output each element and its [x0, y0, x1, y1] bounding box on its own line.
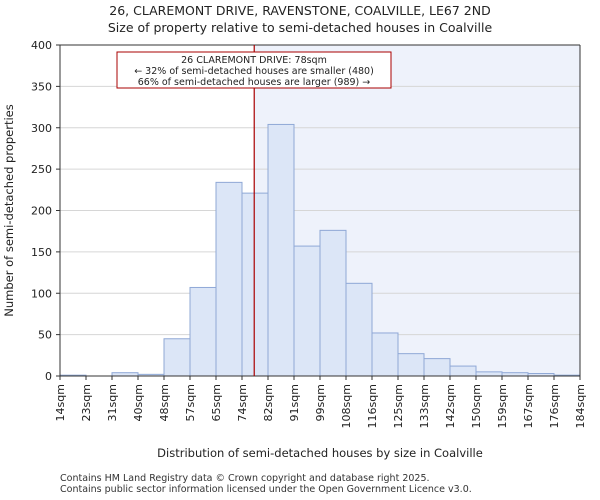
annotation-line-1: 26 CLAREMONT DRIVE: 78sqm: [181, 55, 327, 66]
y-tick-label: 150: [31, 246, 52, 259]
annotation-line-2: ← 32% of semi-detached houses are smalle…: [134, 66, 374, 77]
footer-line-2: Contains public sector information licen…: [60, 484, 472, 495]
x-tick-label: 125sqm: [392, 384, 405, 428]
y-tick-label: 100: [31, 287, 52, 300]
histogram-bar: [371, 332, 399, 377]
histogram-bar: [449, 365, 477, 377]
x-tick-label: 82sqm: [262, 384, 275, 421]
histogram-bar: [423, 358, 451, 377]
x-tick-label: 74sqm: [236, 384, 249, 421]
x-tick-label: 91sqm: [288, 384, 301, 421]
histogram-bar: [241, 192, 269, 377]
y-tick-label: 200: [31, 205, 52, 218]
x-tick-label: 65sqm: [210, 384, 223, 421]
y-tick-label: 400: [31, 39, 52, 52]
histogram-bar: [267, 123, 295, 377]
footer-line-1: Contains HM Land Registry data © Crown c…: [60, 473, 430, 484]
x-tick-label: 14sqm: [54, 384, 67, 421]
y-tick-label: 350: [31, 80, 52, 93]
chart-subtitle: Size of property relative to semi-detach…: [107, 20, 493, 35]
x-tick-label: 133sqm: [418, 384, 431, 428]
annotation-line-3: 66% of semi-detached houses are larger (…: [138, 77, 371, 88]
x-axis-label: Distribution of semi-detached houses by …: [157, 446, 483, 460]
x-tick-label: 31sqm: [106, 384, 119, 421]
histogram-bar: [475, 371, 503, 377]
x-tick-label: 167sqm: [522, 384, 535, 428]
x-tick-label: 184sqm: [574, 384, 587, 428]
x-tick-label: 40sqm: [132, 384, 145, 421]
histogram-bar: [345, 282, 373, 377]
x-tick-label: 176sqm: [548, 384, 561, 428]
y-tick-label: 250: [31, 163, 52, 176]
y-tick-label: 0: [45, 370, 52, 383]
x-tick-label: 159sqm: [496, 384, 509, 428]
histogram-bar: [397, 353, 425, 377]
chart-title: 26, CLAREMONT DRIVE, RAVENSTONE, COALVIL…: [109, 3, 491, 18]
histogram-bar: [215, 181, 243, 377]
x-tick-label: 57sqm: [184, 384, 197, 421]
y-axis-label: Number of semi-detached properties: [2, 104, 16, 316]
x-tick-label: 108sqm: [340, 384, 353, 428]
x-tick-label: 23sqm: [80, 384, 93, 421]
x-tick-label: 48sqm: [158, 384, 171, 421]
histogram-bar: [319, 229, 347, 377]
x-tick-label: 150sqm: [470, 384, 483, 428]
x-tick-label: 116sqm: [366, 384, 379, 428]
histogram-bar: [189, 286, 217, 377]
y-tick-label: 300: [31, 122, 52, 135]
histogram-bar: [163, 338, 191, 377]
histogram-bar: [293, 245, 321, 377]
y-tick-label: 50: [38, 329, 52, 342]
x-tick-label: 99sqm: [314, 384, 327, 421]
x-tick-label: 142sqm: [444, 384, 457, 428]
annotation-box: [116, 51, 392, 89]
